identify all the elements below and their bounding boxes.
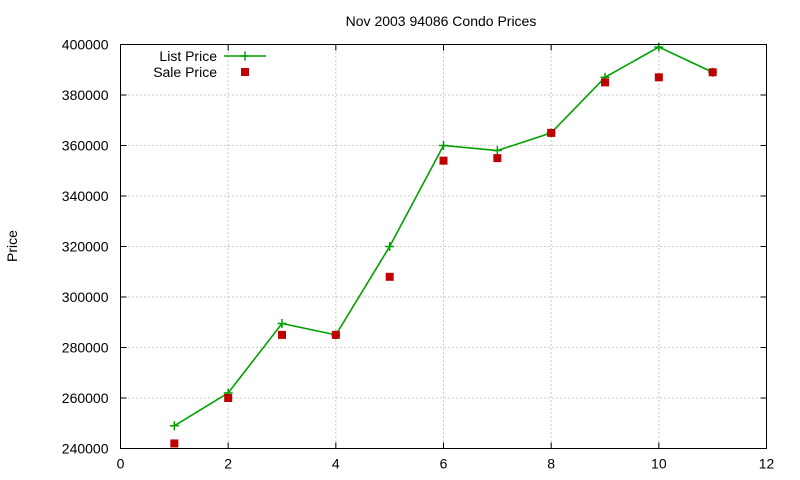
- y-tick-label: 280000: [62, 340, 109, 356]
- data-point: [547, 128, 556, 137]
- legend-label: List Price: [159, 48, 217, 64]
- data-point: [439, 141, 448, 150]
- data-point: [385, 242, 395, 251]
- data-point: [601, 78, 609, 87]
- legend-marker: [240, 51, 250, 61]
- x-tick-label: 10: [651, 456, 667, 472]
- y-axis-label: Price: [4, 230, 20, 262]
- y-tick-label: 300000: [62, 289, 109, 305]
- y-tick-label: 400000: [62, 37, 109, 53]
- y-tick-label: 320000: [62, 239, 109, 255]
- data-point: [224, 394, 233, 402]
- chart-title: Nov 2003 94086 Condo Prices: [346, 13, 537, 29]
- legend-item: List Price: [159, 48, 266, 64]
- legend-item: Sale Price: [153, 64, 249, 80]
- x-tick-label: 6: [440, 456, 448, 472]
- data-point: [331, 330, 340, 339]
- y-tick-label: 380000: [62, 87, 109, 103]
- y-tick-label: 340000: [62, 188, 109, 204]
- series-sale-price: [170, 68, 717, 448]
- data-point: [654, 42, 664, 52]
- legend-label: Sale Price: [153, 64, 217, 80]
- x-tick-label: 8: [547, 456, 555, 472]
- legend-marker: [241, 68, 249, 76]
- x-tick-label: 2: [224, 456, 232, 472]
- grid: [120, 44, 767, 449]
- data-point: [277, 319, 287, 329]
- y-tick-label: 240000: [62, 441, 109, 457]
- data-point: [170, 439, 179, 448]
- x-tick-label: 12: [759, 456, 775, 472]
- data-point: [278, 330, 286, 339]
- plot-frame: [120, 44, 767, 449]
- data-point: [708, 68, 717, 77]
- x-tick-label: 4: [332, 456, 340, 472]
- data-point: [439, 156, 448, 165]
- plot-series: [169, 42, 718, 448]
- data-point: [169, 421, 179, 431]
- tick-labels: 0 2 4 6 8 10 12 240000 260000 280000 300000 320000 3…: [62, 37, 775, 472]
- data-point: [493, 154, 502, 163]
- data-point: [492, 146, 502, 156]
- y-tick-label: 260000: [62, 390, 109, 406]
- y-tick-label: 360000: [62, 138, 109, 154]
- data-point: [385, 272, 394, 281]
- x-tick-label: 0: [117, 456, 125, 472]
- data-point: [654, 73, 663, 82]
